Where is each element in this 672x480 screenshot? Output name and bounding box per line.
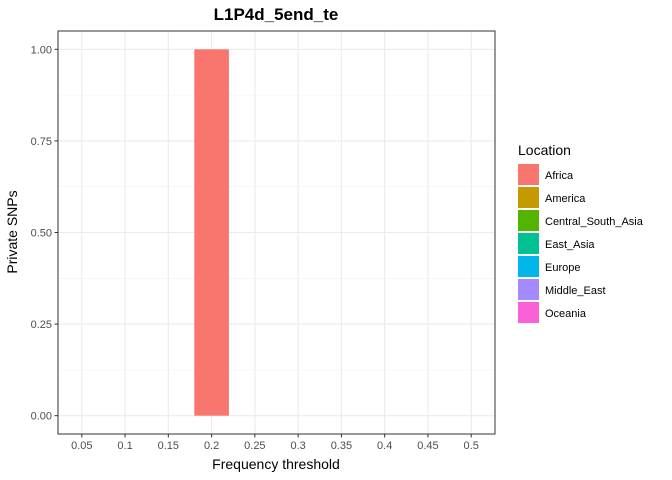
x-tick-label: 0.35 [331, 440, 352, 452]
legend-label: Europe [545, 262, 580, 274]
x-tick-label: 0.3 [290, 440, 305, 452]
legend-label: Central_South_Asia [545, 216, 644, 228]
legend-key [518, 187, 539, 208]
legend-label: East_Asia [545, 239, 595, 251]
x-tick-label: 0.15 [158, 440, 179, 452]
x-axis-title: Frequency threshold [212, 456, 340, 472]
y-axis-title: Private SNPs [4, 190, 20, 273]
y-tick-label: 0.50 [31, 228, 52, 240]
legend-label: Africa [545, 170, 574, 182]
legend-label: Oceania [545, 308, 587, 320]
x-tick-label: 0.1 [117, 440, 132, 452]
legend-key [518, 302, 539, 323]
legend-key [518, 256, 539, 277]
legend: Location Africa America Central_South_Asia… [518, 142, 644, 323]
x-tick-label: 0.2 [204, 440, 219, 452]
legend-key [518, 279, 539, 300]
x-tick-label: 0.05 [71, 440, 92, 452]
legend-title: Location [518, 142, 571, 158]
grid-lines [58, 31, 495, 434]
bars [194, 49, 229, 416]
bar [194, 49, 229, 416]
y-tick-label: 0.75 [31, 136, 52, 148]
chart-title: L1P4d_5end_te [214, 5, 339, 24]
legend-key [518, 233, 539, 254]
y-axis: 0.00 0.25 0.50 0.75 1.00 [31, 44, 58, 423]
y-tick-label: 0.25 [31, 319, 52, 331]
x-tick-label: 0.4 [377, 440, 392, 452]
y-tick-label: 1.00 [31, 44, 52, 56]
legend-key [518, 164, 539, 185]
x-tick-label: 0.25 [244, 440, 265, 452]
x-tick-label: 0.45 [417, 440, 438, 452]
y-tick-label: 0.00 [31, 411, 52, 423]
legend-key [518, 210, 539, 231]
x-axis: 0.05 0.1 0.15 0.2 0.25 0.3 0.35 0.4 0.45 0.5 [71, 434, 479, 452]
legend-label: America [545, 193, 586, 205]
legend-label: Middle_East [545, 285, 606, 297]
x-tick-label: 0.5 [464, 440, 479, 452]
